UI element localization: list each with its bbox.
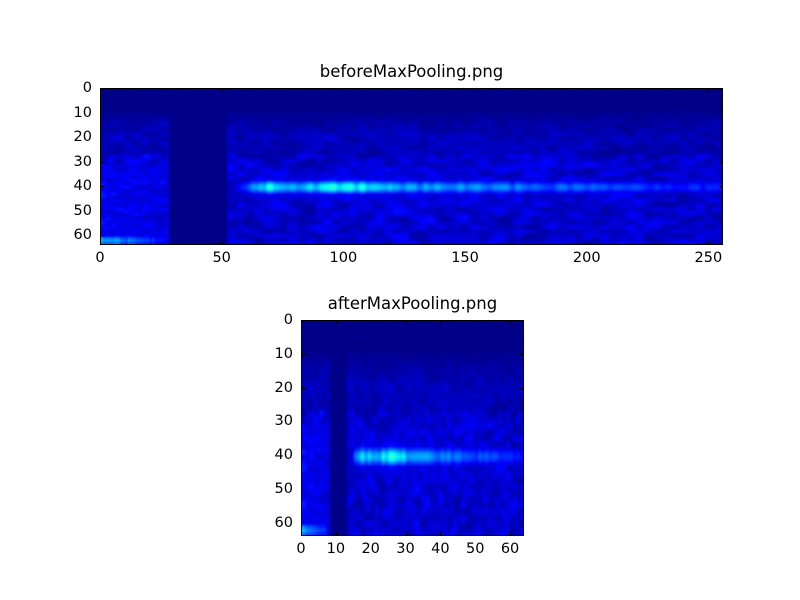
x-tick-label: 0 xyxy=(95,250,105,266)
y-tick-mark xyxy=(719,161,723,163)
x-tick-mark xyxy=(100,241,101,245)
y-tick-mark xyxy=(719,210,723,212)
y-tick-label: 0 xyxy=(283,311,293,328)
x-tick-mark xyxy=(301,320,302,324)
y-tick-mark xyxy=(301,488,305,490)
x-tick-mark xyxy=(405,320,407,324)
axes-after-max-pooling: afterMaxPooling.png 0 10 20 30 40 50 60 0 10 20 30… xyxy=(275,295,524,556)
y-tick-mark xyxy=(100,235,104,237)
y-tick-label: 40 xyxy=(274,446,293,463)
x-tick-mark xyxy=(100,88,101,92)
x-tick-mark xyxy=(475,532,477,536)
y-tick-mark xyxy=(520,421,524,423)
x-tick-mark xyxy=(440,532,442,536)
y-tick-mark xyxy=(100,112,104,114)
y-tick-label: 20 xyxy=(274,379,293,396)
y-tick-label: 60 xyxy=(274,514,293,531)
x-tick-mark xyxy=(335,532,337,536)
y-tick-label: 10 xyxy=(274,345,293,362)
x-tick-label: 60 xyxy=(500,541,520,557)
y-tick-mark xyxy=(520,522,524,524)
y-tick-label: 30 xyxy=(73,153,92,170)
y-tick-label: 50 xyxy=(73,202,92,219)
y-tick-mark xyxy=(520,455,524,456)
x-tick-mark xyxy=(370,320,372,324)
y-tick-mark xyxy=(301,353,305,355)
y-tick-mark xyxy=(719,112,723,114)
x-tick-mark xyxy=(510,532,512,536)
heatmap-after xyxy=(301,320,524,536)
x-tick-mark xyxy=(586,241,588,245)
heatmap-image-after xyxy=(302,321,523,535)
axes-before-max-pooling: beforeMaxPooling.png 0 50 100 150 200 250 0 10 2… xyxy=(74,63,723,265)
y-tick-mark xyxy=(719,235,723,237)
x-tick-mark xyxy=(510,320,512,324)
y-tick-mark xyxy=(520,353,524,355)
y-tick-label: 50 xyxy=(274,480,293,497)
y-tick-mark xyxy=(520,488,524,490)
heatmap-image-before xyxy=(101,89,722,244)
x-tick-mark xyxy=(465,241,467,245)
y-tick-mark xyxy=(301,522,305,524)
y-tick-label: 0 xyxy=(82,79,92,96)
x-tick-mark xyxy=(708,241,710,245)
y-tick-mark xyxy=(100,161,104,163)
x-tick-label: 10 xyxy=(326,541,346,557)
y-tick-mark xyxy=(520,387,524,389)
heatmap-before xyxy=(100,88,723,245)
x-tick-mark xyxy=(335,320,337,324)
chart-title-after: afterMaxPooling.png xyxy=(327,294,498,313)
y-tick-mark xyxy=(520,320,524,321)
x-tick-mark xyxy=(343,88,345,92)
x-tick-mark xyxy=(370,532,372,536)
y-tick-mark xyxy=(301,421,305,423)
x-tick-label: 0 xyxy=(296,541,306,557)
x-tick-mark xyxy=(465,88,467,92)
y-tick-mark xyxy=(100,88,104,89)
x-tick-mark xyxy=(708,88,710,92)
x-tick-mark xyxy=(440,320,442,324)
y-tick-mark xyxy=(100,210,104,212)
x-tick-mark xyxy=(475,320,477,324)
y-tick-mark xyxy=(100,186,104,188)
x-tick-mark xyxy=(343,241,345,245)
x-tick-label: 150 xyxy=(451,250,479,266)
y-tick-label: 30 xyxy=(274,413,293,429)
y-tick-label: 20 xyxy=(73,128,92,145)
y-tick-mark xyxy=(301,320,305,321)
x-tick-label: 40 xyxy=(431,541,450,557)
y-tick-mark xyxy=(719,88,723,89)
x-tick-label: 30 xyxy=(396,541,415,557)
x-tick-mark xyxy=(221,241,223,245)
x-tick-label: 20 xyxy=(361,541,380,557)
y-tick-mark xyxy=(100,137,104,139)
x-tick-label: 200 xyxy=(572,250,601,266)
x-tick-label: 50 xyxy=(212,250,231,266)
x-tick-label: 50 xyxy=(465,541,485,557)
y-tick-mark xyxy=(719,186,723,188)
y-tick-label: 40 xyxy=(73,177,92,194)
y-tick-label: 60 xyxy=(73,226,92,243)
x-tick-mark xyxy=(221,88,223,92)
y-tick-mark xyxy=(301,387,305,389)
x-tick-label: 100 xyxy=(329,250,358,266)
x-tick-mark xyxy=(405,532,407,536)
y-tick-label: 10 xyxy=(73,104,92,121)
x-tick-mark xyxy=(301,532,302,536)
y-tick-mark xyxy=(719,137,723,139)
chart-title-before: beforeMaxPooling.png xyxy=(319,62,504,81)
x-tick-mark xyxy=(586,88,588,92)
x-tick-label: 250 xyxy=(694,250,723,266)
y-tick-mark xyxy=(301,455,305,456)
